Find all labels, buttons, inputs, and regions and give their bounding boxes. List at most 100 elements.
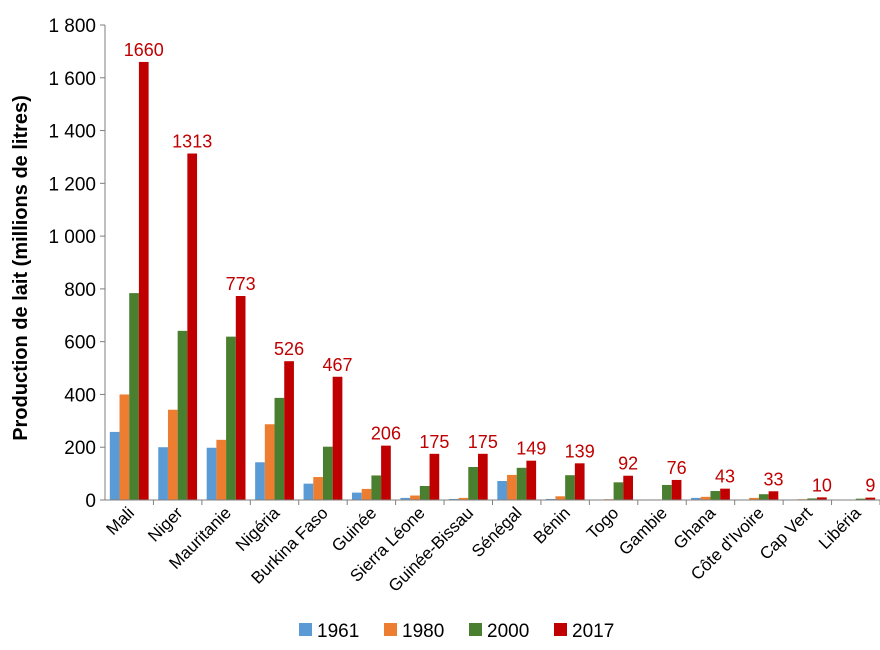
- bar-2017: [429, 453, 440, 500]
- bar-2017: [720, 488, 730, 500]
- bar-1961: [303, 483, 314, 500]
- bar-2000: [710, 491, 721, 500]
- bar-2017: [381, 445, 391, 500]
- bar-1961: [352, 492, 362, 500]
- bar-2017: [865, 497, 876, 500]
- x-tick-label: Niger: [144, 503, 186, 545]
- data-label: 9: [865, 476, 875, 496]
- bar-2000: [419, 486, 430, 500]
- legend-swatch-2000: [469, 623, 482, 636]
- bar-2000: [371, 475, 382, 500]
- bar-1961: [206, 447, 217, 500]
- bar-2017: [235, 296, 246, 500]
- bar-2017: [138, 61, 149, 500]
- data-label: 92: [618, 454, 638, 474]
- data-label: 175: [419, 432, 449, 452]
- bar-2000: [468, 467, 478, 500]
- legend-label: 2000: [487, 621, 529, 642]
- x-tick-label: Libéria: [815, 503, 865, 553]
- bar-2000: [274, 397, 285, 500]
- y-tick-label: 1 200: [48, 174, 96, 195]
- data-label: 1313: [172, 132, 212, 152]
- data-label: 33: [763, 469, 783, 489]
- y-tick-label: 200: [64, 438, 96, 459]
- bar-2000: [565, 475, 575, 500]
- x-tick-label: Sénégal: [468, 503, 526, 561]
- bar-2000: [129, 293, 139, 500]
- bar-1980: [555, 496, 566, 500]
- bar-1961: [691, 497, 701, 500]
- y-tick-label: 1 800: [48, 16, 96, 37]
- data-label: 206: [371, 424, 401, 444]
- y-axis-title: Production de lait (millions de litres): [10, 95, 32, 441]
- y-tick-label: 1 600: [48, 69, 96, 90]
- data-label: 773: [226, 274, 256, 294]
- legend-label: 2017: [572, 621, 614, 642]
- x-tick-label: Guinée-Bissau: [385, 503, 477, 595]
- legend-swatch-1961: [299, 623, 312, 636]
- legend-swatch-2017: [554, 623, 567, 636]
- bar-2017: [332, 376, 343, 500]
- bar-1961: [158, 447, 168, 500]
- y-tick-label: 600: [64, 333, 96, 354]
- data-label: 43: [715, 467, 735, 487]
- bar-2017: [768, 491, 779, 500]
- bar-2000: [177, 330, 188, 500]
- bar-2017: [574, 463, 585, 500]
- legend-swatch-1980: [384, 623, 397, 636]
- bar-1961: [109, 431, 120, 500]
- bar-1980: [361, 488, 372, 500]
- bar-2000: [226, 336, 236, 500]
- bar-1961: [497, 481, 508, 500]
- data-label: 467: [322, 355, 352, 375]
- bar-1980: [410, 495, 420, 500]
- data-labels: 1660 1313 773 526 467 206 175 175 149 139 92 76 43 33…: [124, 40, 876, 496]
- bar-2000: [613, 482, 624, 500]
- bar-2017: [671, 479, 682, 500]
- y-tick-label: 1 000: [48, 227, 96, 248]
- bar-2017: [477, 453, 488, 500]
- bar-2017: [623, 475, 633, 500]
- data-label: 526: [274, 339, 304, 359]
- bar-1980: [264, 424, 275, 500]
- bar-2000: [662, 484, 672, 500]
- y-tick-label: 1 400: [48, 122, 96, 143]
- bar-2017: [817, 497, 827, 500]
- y-tick-label: 800: [64, 280, 96, 301]
- bar-2000: [758, 494, 769, 500]
- y-tick-label: 0: [85, 491, 96, 512]
- data-label: 149: [516, 439, 546, 459]
- bar-1980: [700, 496, 711, 500]
- legend: 1961 1980 2000 2017: [299, 621, 614, 642]
- data-label: 10: [812, 475, 832, 495]
- data-label: 175: [468, 432, 498, 452]
- bar-2017: [284, 361, 294, 500]
- bar-1980: [216, 439, 227, 500]
- bar-1980: [313, 477, 323, 500]
- bar-2000: [322, 446, 333, 500]
- bar-1980: [749, 497, 759, 500]
- bar-2017: [526, 460, 537, 500]
- data-label: 76: [667, 458, 687, 478]
- x-tick-label: Cap Vert: [756, 503, 816, 563]
- x-tick-label: Bénin: [530, 503, 574, 547]
- legend-label: 1980: [402, 621, 444, 642]
- x-tick-label: Mali: [103, 503, 138, 538]
- bar-2000: [855, 498, 866, 500]
- bar-1980: [119, 394, 130, 500]
- x-tick-label: Gambie: [615, 503, 671, 559]
- bar-1961: [448, 498, 459, 500]
- data-label: 1660: [124, 40, 164, 60]
- data-label: 139: [565, 441, 595, 461]
- bar-1980: [507, 474, 517, 500]
- bar-1980: [167, 409, 178, 500]
- y-tick-label: 400: [64, 385, 96, 406]
- bar-1961: [400, 497, 411, 500]
- x-tick-label: Togo: [583, 503, 623, 543]
- bar-1961: [545, 498, 556, 500]
- bar-2017: [187, 153, 198, 500]
- legend-label: 1961: [317, 621, 359, 642]
- y-axis: 0 200 400 600 800 1 000 1 200 1 400 1 600 1 800: [48, 16, 106, 512]
